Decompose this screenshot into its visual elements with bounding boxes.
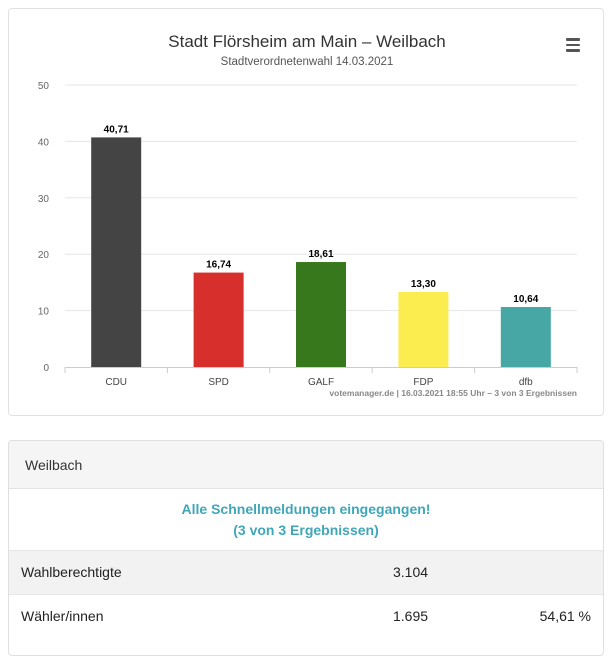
hamburger-icon[interactable] — [563, 35, 583, 55]
row-label: Wahlberechtigte — [21, 564, 122, 580]
gridlines — [65, 84, 577, 312]
bar-fdp[interactable] — [398, 291, 449, 367]
row-percent: 54,61 % — [539, 608, 591, 624]
row-value: 3.104 — [393, 564, 429, 580]
notice-line-2: (3 von 3 Ergebnissen) — [233, 522, 379, 538]
y-tick-label: 50 — [38, 81, 50, 92]
chart-card: Stadt Flörsheim am Main – Weilbach Stadt… — [8, 8, 604, 416]
bars: 40,71 16,74 18,61 13,30 10,64 — [91, 124, 551, 367]
data-label: 40,71 — [104, 124, 129, 135]
bar-cdu[interactable] — [91, 137, 142, 367]
bar-spd[interactable] — [193, 272, 244, 367]
status-notice: Alle Schnellmeldungen eingegangen! (3 vo… — [9, 489, 603, 550]
bar-galf[interactable] — [296, 262, 346, 367]
row-value: 1.695 — [393, 608, 429, 624]
x-tick-label: dfb — [519, 377, 533, 388]
x-tick-label: FDP — [413, 377, 433, 388]
x-tick-label: CDU — [105, 377, 127, 388]
y-axis: 0 10 20 30 40 50 — [38, 81, 50, 374]
y-tick-label: 10 — [38, 307, 50, 318]
notice-line-1: Alle Schnellmeldungen eingegangen! — [181, 501, 431, 517]
table-row-wahlberechtigte: Wahlberechtigte 3.104 — [9, 550, 603, 594]
chart-subtitle: Stadtverordnetenwahl 14.03.2021 — [221, 56, 394, 68]
x-tick-label: GALF — [308, 377, 334, 388]
row-label: Wähler/innen — [21, 608, 104, 624]
data-label: 13,30 — [411, 279, 436, 290]
data-label: 10,64 — [513, 294, 538, 305]
chart-title: Stadt Flörsheim am Main – Weilbach — [168, 32, 445, 51]
table-row-waehler: Wähler/innen 1.695 54,61 % — [9, 594, 603, 638]
chart-credit[interactable]: votemanager.de | 16.03.2021 18:55 Uhr – … — [329, 388, 577, 398]
results-panel: Weilbach Alle Schnellmeldungen eingegang… — [8, 440, 604, 656]
y-tick-label: 20 — [38, 250, 50, 261]
bar-dfb[interactable] — [500, 306, 551, 367]
data-label: 16,74 — [206, 260, 231, 271]
y-tick-label: 40 — [38, 137, 50, 148]
bar-chart: Stadt Flörsheim am Main – Weilbach Stadt… — [38, 32, 578, 398]
data-label: 18,61 — [308, 249, 333, 260]
y-tick-label: 0 — [43, 363, 49, 374]
x-tick-label: SPD — [208, 377, 229, 388]
y-tick-label: 30 — [38, 194, 50, 205]
x-axis: CDU SPD GALF FDP dfb — [64, 367, 578, 388]
panel-header: Weilbach — [9, 441, 603, 489]
